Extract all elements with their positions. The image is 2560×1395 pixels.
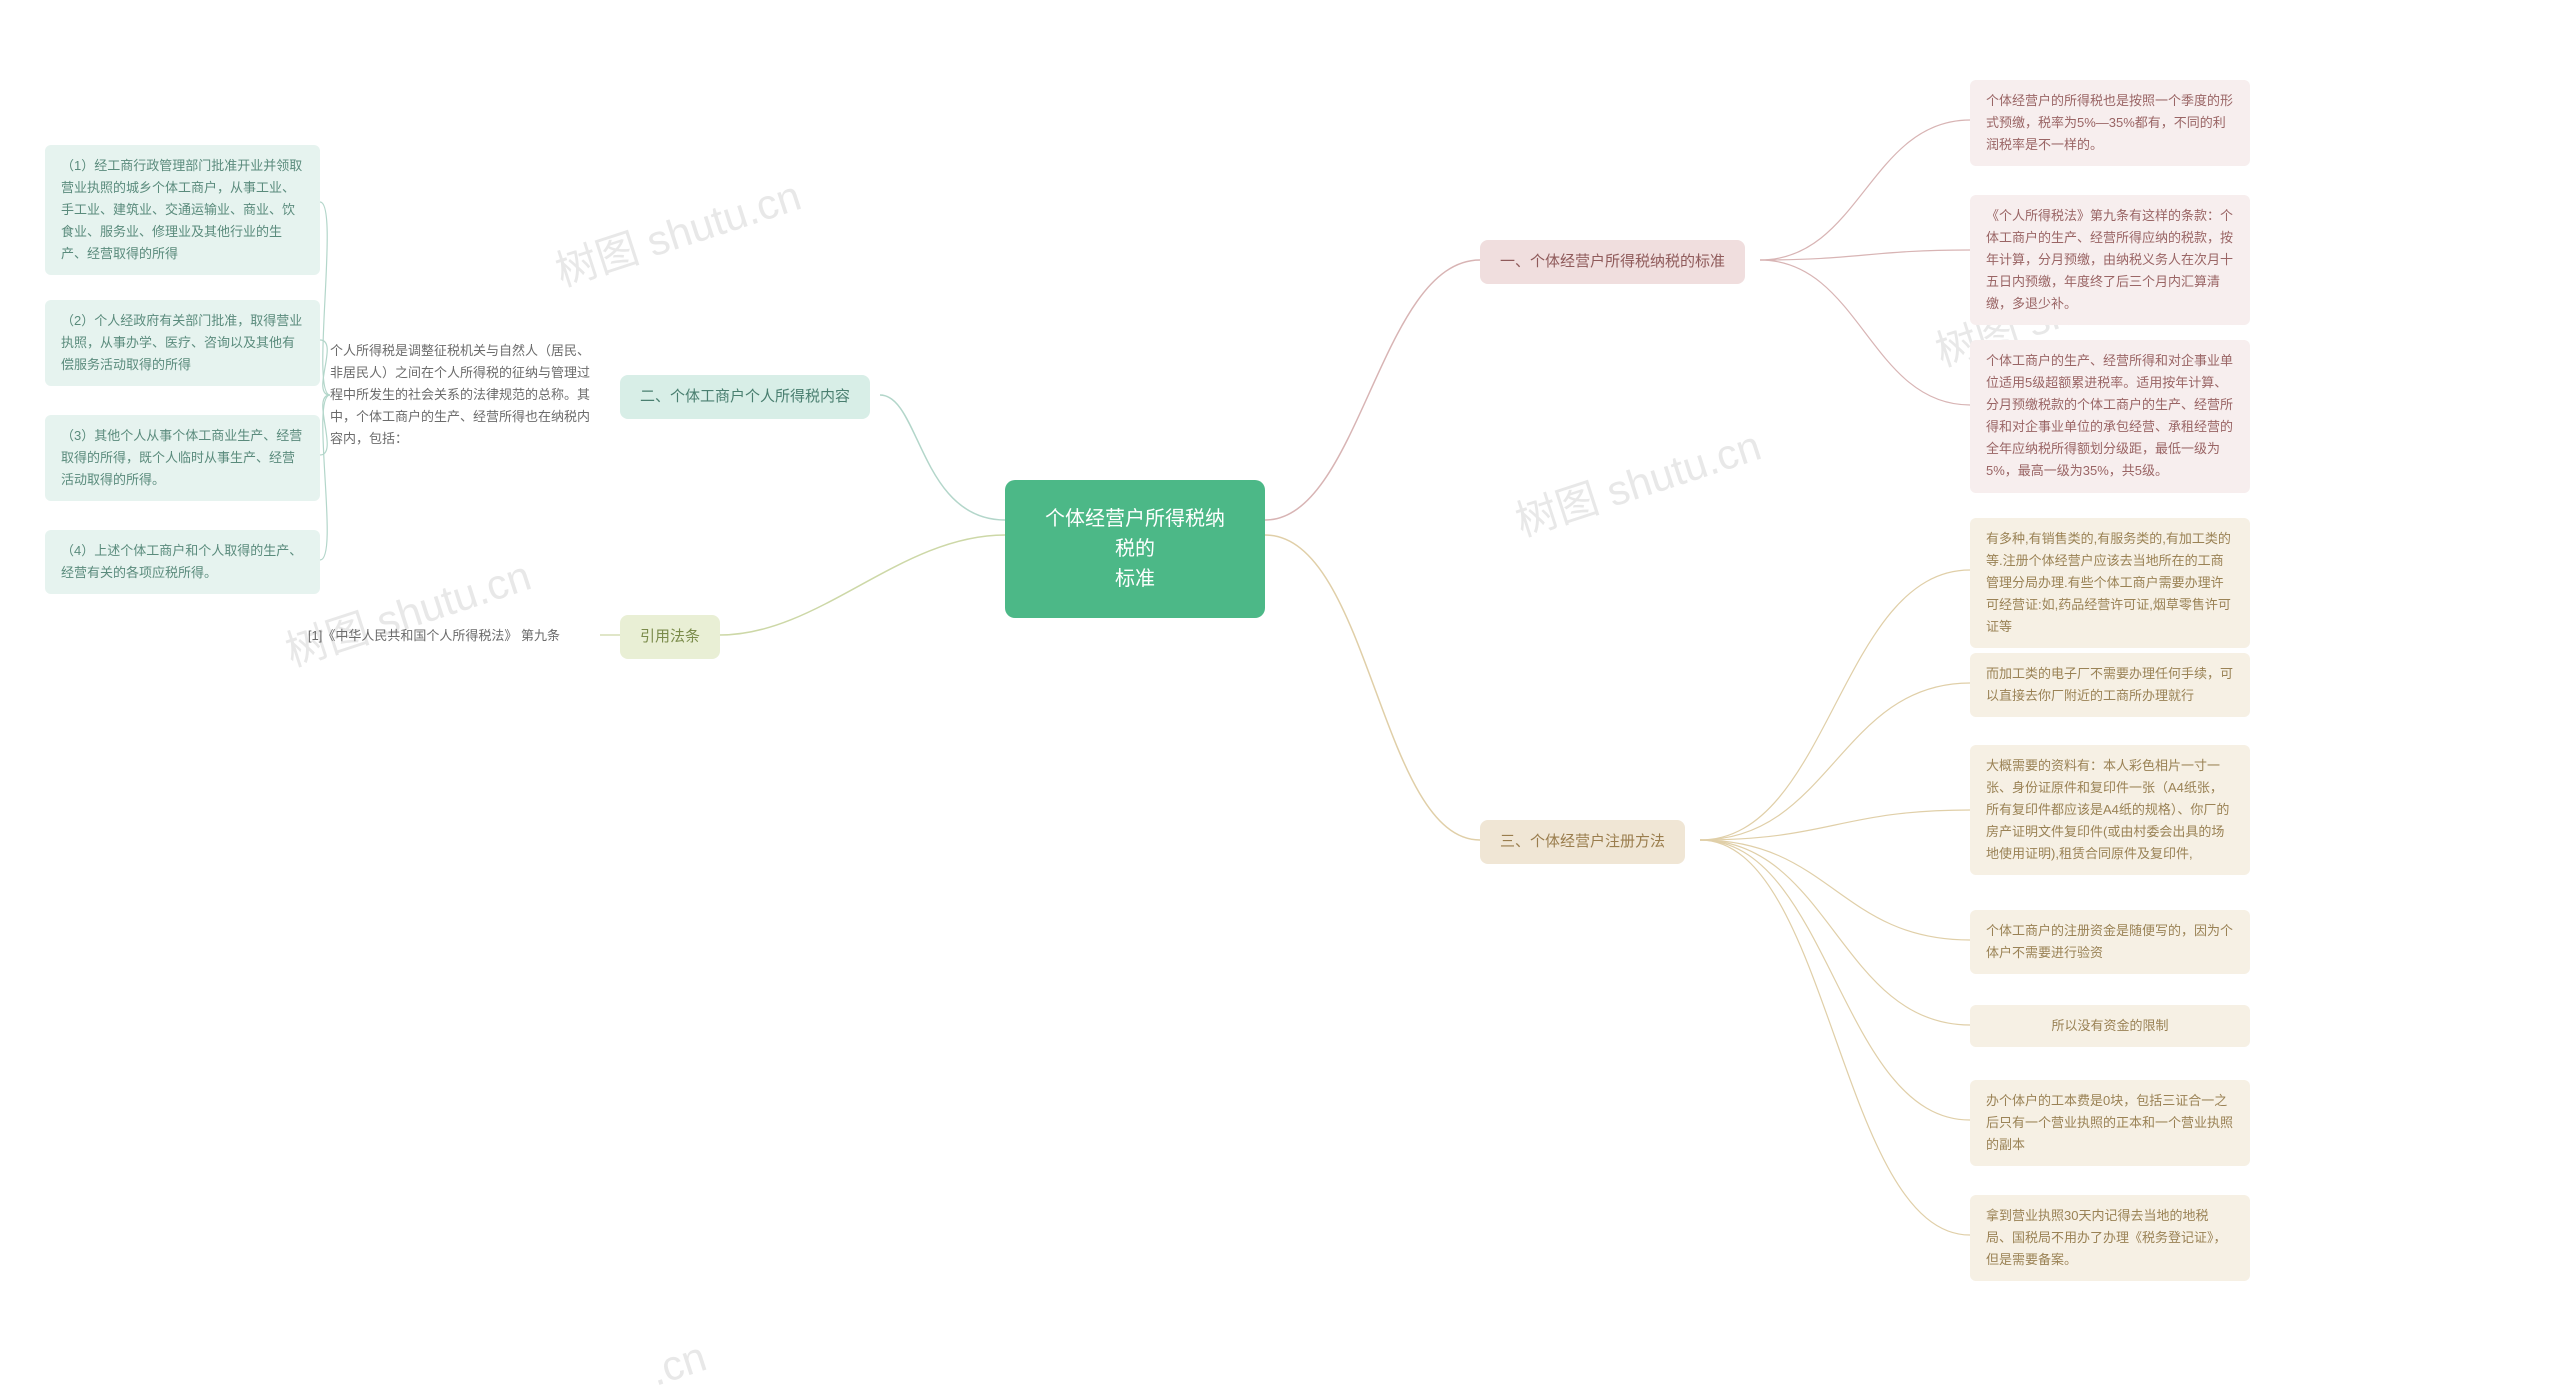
leaf-3-3[interactable]: 个体工商户的注册资金是随便写的，因为个体户不需要进行验资 (1970, 910, 2250, 974)
branch-label: 一、个体经营户所得税纳税的标准 (1500, 250, 1725, 274)
leaf-2-1[interactable]: （2）个人经政府有关部门批准，取得营业执照，从事办学、医疗、咨询以及其他有偿服务… (45, 300, 320, 386)
leaf-2-0[interactable]: （1）经工商行政管理部门批准开业并领取营业执照的城乡个体工商户，从事工业、手工业… (45, 145, 320, 275)
branch-label: 二、个体工商户个人所得税内容 (640, 385, 850, 409)
leaf-2-3[interactable]: （4）上述个体工商户和个人取得的生产、经营有关的各项应税所得。 (45, 530, 320, 594)
branch-1[interactable]: 一、个体经营户所得税纳税的标准 (1480, 240, 1745, 284)
leaf-text: 《个人所得税法》第九条有这样的条款：个体工商户的生产、经营所得应纳的税款，按年计… (1986, 205, 2234, 315)
mindmap-center[interactable]: 个体经营户所得税纳税的标准 (1005, 480, 1265, 618)
leaf-text: 拿到营业执照30天内记得去当地的地税局、国税局不用办了办理《税务登记证》，但是需… (1986, 1205, 2234, 1271)
branch-4[interactable]: 引用法条 (620, 615, 720, 659)
leaf-text: （3）其他个人从事个体工商业生产、经营取得的所得，既个人临时从事生产、经营活动取… (61, 425, 304, 491)
leaf-text: 个体工商户的生产、经营所得和对企事业单位适用5级超额累进税率。适用按年计算、分月… (1986, 350, 2234, 483)
leaf-text: 大概需要的资料有：本人彩色相片一寸一张、身份证原件和复印件一张（A4纸张，所有复… (1986, 755, 2234, 865)
leaf-text: 个体经营户的所得税也是按照一个季度的形式预缴，税率为5%—35%都有，不同的利润… (1986, 90, 2234, 156)
leaf-text: （2）个人经政府有关部门批准，取得营业执照，从事办学、医疗、咨询以及其他有偿服务… (61, 310, 304, 376)
leaf-3-5[interactable]: 办个体户的工本费是0块，包括三证合一之后只有一个营业执照的正本和一个营业执照的副… (1970, 1080, 2250, 1166)
branch-2-desc: 个人所得税是调整征税机关与自然人（居民、非居民人）之间在个人所得税的征纳与管理过… (330, 340, 590, 450)
leaf-3-0[interactable]: 有多种,有销售类的,有服务类的,有加工类的等.注册个体经营户应该去当地所在的工商… (1970, 518, 2250, 648)
watermark: 树图 shutu.cn (547, 162, 808, 299)
leaf-3-2[interactable]: 大概需要的资料有：本人彩色相片一寸一张、身份证原件和复印件一张（A4纸张，所有复… (1970, 745, 2250, 875)
leaf-1-0[interactable]: 个体经营户的所得税也是按照一个季度的形式预缴，税率为5%—35%都有，不同的利润… (1970, 80, 2250, 166)
leaf-text: （1）经工商行政管理部门批准开业并领取营业执照的城乡个体工商户，从事工业、手工业… (61, 155, 304, 265)
leaf-text: 个体工商户的注册资金是随便写的，因为个体户不需要进行验资 (1986, 920, 2234, 964)
leaf-4-0: [1]《中华人民共和国个人所得税法》 第九条 (300, 625, 560, 647)
watermark: .cn (644, 1333, 712, 1395)
center-label: 个体经营户所得税纳税的标准 (1041, 504, 1229, 594)
branch-label: 引用法条 (640, 625, 700, 649)
watermark: 树图 shutu.cn (1507, 412, 1768, 549)
leaf-1-1[interactable]: 《个人所得税法》第九条有这样的条款：个体工商户的生产、经营所得应纳的税款，按年计… (1970, 195, 2250, 325)
leaf-text: 有多种,有销售类的,有服务类的,有加工类的等.注册个体经营户应该去当地所在的工商… (1986, 528, 2234, 638)
branch-3[interactable]: 三、个体经营户注册方法 (1480, 820, 1685, 864)
branch-2[interactable]: 二、个体工商户个人所得税内容 (620, 375, 870, 419)
leaf-text: 而加工类的电子厂不需要办理任何手续，可以直接去你厂附近的工商所办理就行 (1986, 663, 2234, 707)
leaf-3-1[interactable]: 而加工类的电子厂不需要办理任何手续，可以直接去你厂附近的工商所办理就行 (1970, 653, 2250, 717)
branch-label: 三、个体经营户注册方法 (1500, 830, 1665, 854)
leaf-text: 办个体户的工本费是0块，包括三证合一之后只有一个营业执照的正本和一个营业执照的副… (1986, 1090, 2234, 1156)
leaf-text: 所以没有资金的限制 (2051, 1015, 2168, 1037)
leaf-3-6[interactable]: 拿到营业执照30天内记得去当地的地税局、国税局不用办了办理《税务登记证》，但是需… (1970, 1195, 2250, 1281)
leaf-3-4[interactable]: 所以没有资金的限制 (1970, 1005, 2250, 1047)
leaf-2-2[interactable]: （3）其他个人从事个体工商业生产、经营取得的所得，既个人临时从事生产、经营活动取… (45, 415, 320, 501)
leaf-text: （4）上述个体工商户和个人取得的生产、经营有关的各项应税所得。 (61, 540, 304, 584)
leaf-1-2[interactable]: 个体工商户的生产、经营所得和对企事业单位适用5级超额累进税率。适用按年计算、分月… (1970, 340, 2250, 493)
